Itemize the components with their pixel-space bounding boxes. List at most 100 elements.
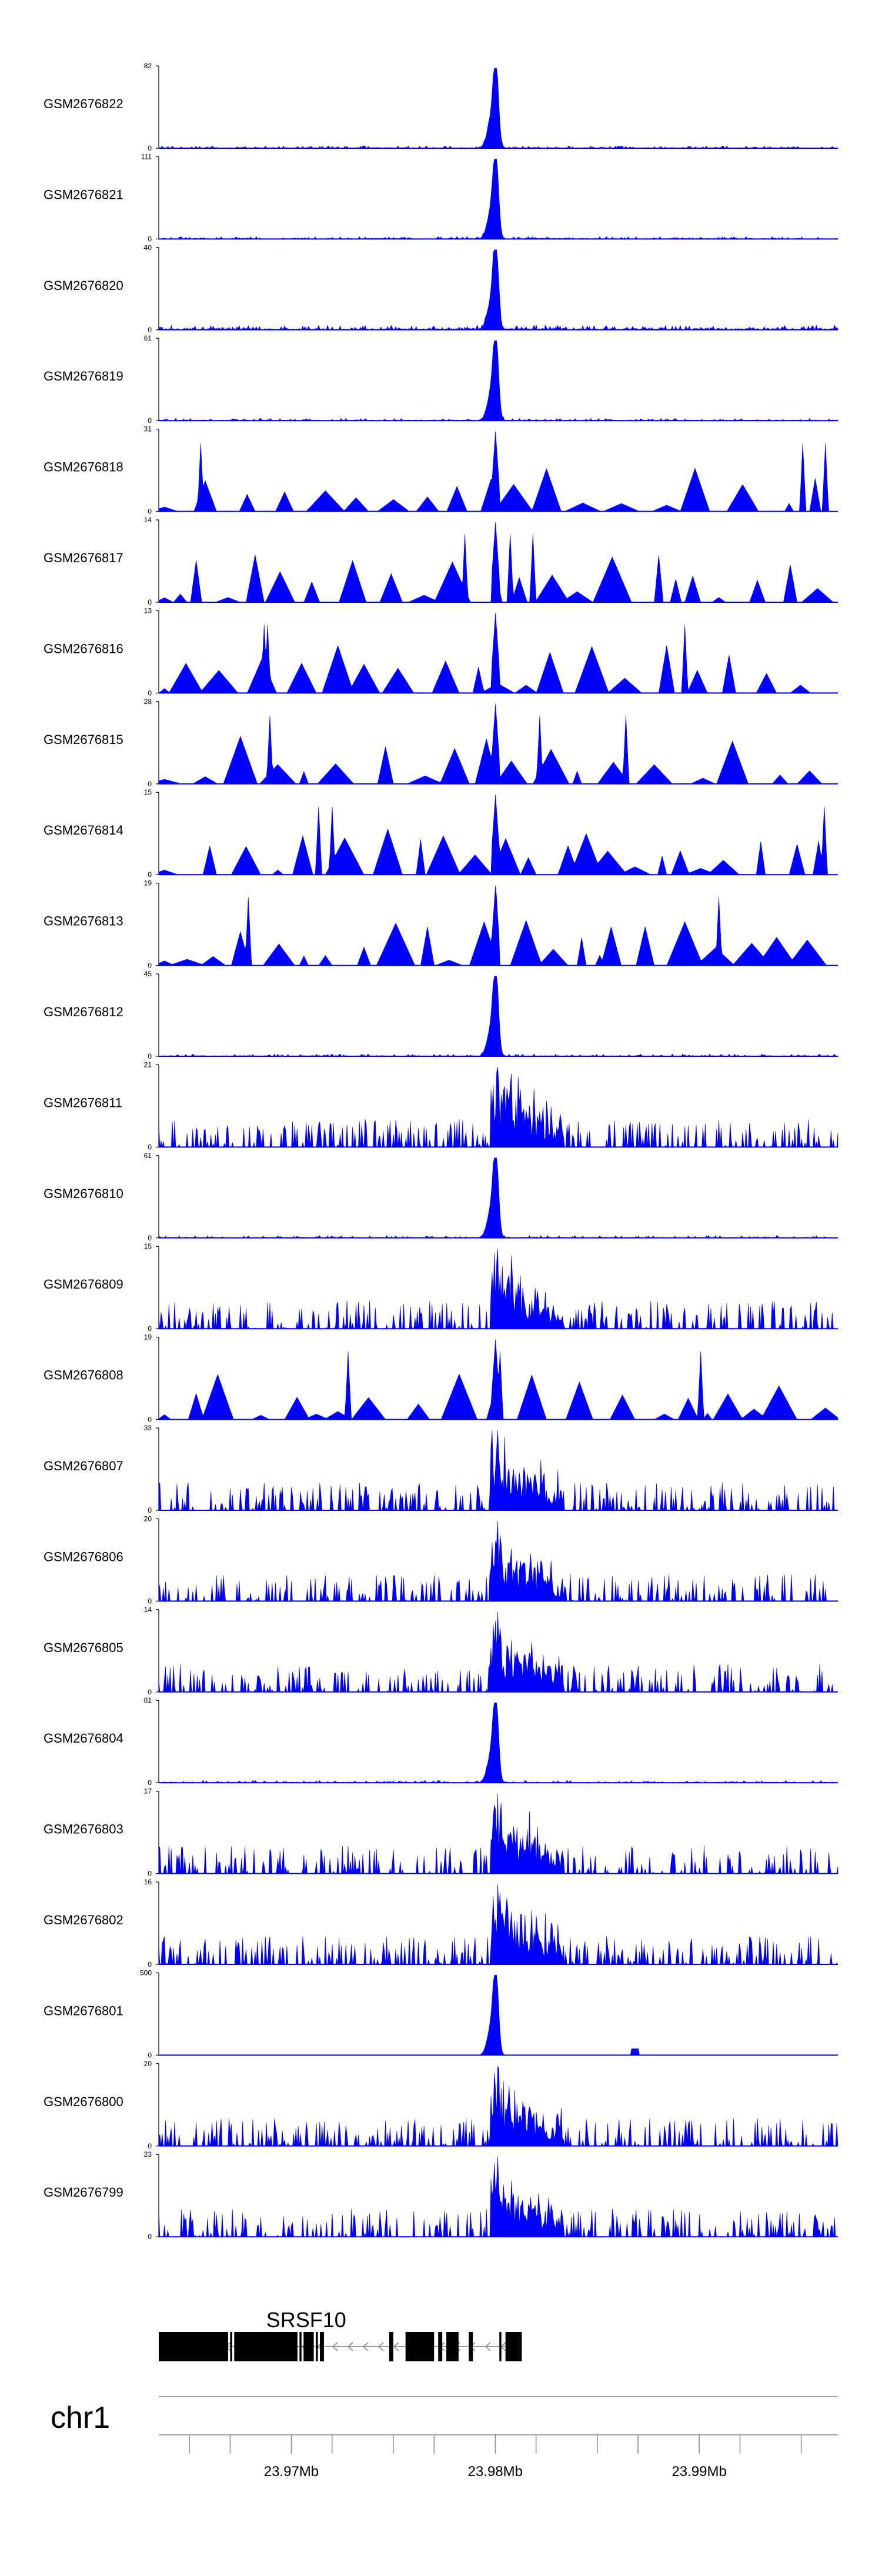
- track-ymin-label: 0: [148, 416, 152, 425]
- track-ymin-label: 0: [148, 2051, 152, 2059]
- track-ymin-label: 0: [148, 1688, 152, 1696]
- track-label: GSM2676805: [44, 1640, 123, 1655]
- gene-exon: [499, 2332, 502, 2361]
- track-ymin-label: 0: [148, 1506, 152, 1514]
- track-ymax-label: 111: [141, 152, 152, 161]
- track-label: GSM2676817: [44, 550, 123, 565]
- track-ymax-label: 33: [144, 1424, 152, 1432]
- gene-name-label: SRSF10: [266, 2308, 346, 2332]
- track-label: GSM2676804: [44, 1731, 123, 1746]
- track-ymin-label: 0: [148, 144, 152, 152]
- track-ymax-label: 82: [144, 62, 152, 70]
- track-GSM2676803: GSM2676803 17 0: [44, 1787, 838, 1878]
- track-GSM2676819: GSM2676819 61 0: [44, 334, 838, 425]
- gene-exon: [389, 2332, 393, 2361]
- track-ymin-label: 0: [148, 870, 152, 879]
- track-ymin-label: 0: [148, 508, 152, 516]
- gene-exon: [446, 2332, 459, 2361]
- track-GSM2676820: GSM2676820 40 0: [44, 243, 838, 334]
- track-ymin-label: 0: [148, 689, 152, 697]
- coverage-area: [158, 885, 838, 966]
- axis-tick-label: 23.98Mb: [468, 2464, 523, 2480]
- track-GSM2676811: GSM2676811 21 0: [44, 1060, 838, 1151]
- track-ymin-label: 0: [148, 962, 152, 970]
- track-label: GSM2676819: [44, 369, 123, 383]
- track-GSM2676816: GSM2676816 13 0: [44, 606, 838, 697]
- track-label: GSM2676802: [44, 1913, 123, 1927]
- track-ymax-label: 21: [144, 1060, 152, 1069]
- track-ymax-label: 45: [144, 970, 152, 978]
- track-GSM2676809: GSM2676809 15 0: [44, 1242, 838, 1333]
- track-label: GSM2676820: [44, 278, 123, 293]
- gene-exon: [303, 2332, 314, 2361]
- track-GSM2676805: GSM2676805 14 0: [44, 1606, 838, 1696]
- track-label: GSM2676800: [44, 2094, 123, 2109]
- track-GSM2676806: GSM2676806 20 0: [44, 1514, 838, 1605]
- strand-arrow: [377, 2342, 384, 2351]
- track-GSM2676812: GSM2676812 45 0: [44, 970, 838, 1060]
- track-ymin-label: 0: [148, 1597, 152, 1605]
- coverage-area: [158, 1430, 838, 1511]
- track-GSM2676817: GSM2676817 14 0: [44, 516, 838, 606]
- track-label: GSM2676814: [44, 823, 123, 837]
- track-label: GSM2676810: [44, 1186, 123, 1201]
- gene-annotation-track: SRSF10: [159, 2308, 522, 2361]
- track-label: GSM2676816: [44, 641, 123, 656]
- gene-exon: [230, 2332, 232, 2361]
- track-GSM2676799: GSM2676799 23 0: [44, 2150, 838, 2241]
- track-ymax-label: 15: [144, 788, 152, 796]
- track-ymin-label: 0: [148, 1960, 152, 1968]
- track-ymin-label: 0: [148, 1234, 152, 1242]
- track-GSM2676802: GSM2676802 16 0: [44, 1878, 838, 1968]
- track-GSM2676800: GSM2676800 20 0: [44, 2060, 838, 2150]
- track-ymax-label: 81: [144, 1696, 152, 1704]
- strand-arrow: [485, 2342, 491, 2351]
- coverage-area: [158, 249, 838, 331]
- track-label: GSM2676801: [44, 2003, 123, 2018]
- strand-arrow: [347, 2342, 353, 2351]
- track-GSM2676821: GSM2676821 111 0: [44, 152, 838, 243]
- coverage-area: [158, 1521, 838, 1602]
- coverage-tracks: GSM2676822820GSM26768211110GSM2676820400…: [44, 62, 838, 2241]
- track-ymin-label: 0: [148, 1052, 152, 1060]
- track-label: GSM2676815: [44, 732, 123, 747]
- gene-exon: [234, 2332, 298, 2361]
- track-ymin-label: 0: [148, 1416, 152, 1424]
- gene-exon: [299, 2332, 302, 2361]
- track-ymin-label: 0: [148, 1143, 152, 1151]
- track-ymax-label: 20: [144, 1514, 152, 1523]
- track-ymax-label: 500: [140, 1968, 152, 1977]
- track-ymax-label: 14: [144, 1606, 152, 1614]
- gene-exon: [405, 2332, 435, 2361]
- track-ymax-label: 40: [144, 243, 152, 252]
- track-ymax-label: 61: [144, 1152, 152, 1160]
- track-GSM2676814: GSM2676814 15 0: [44, 788, 838, 879]
- track-label: GSM2676807: [44, 1459, 123, 1473]
- track-label: GSM2676806: [44, 1549, 123, 1564]
- track-label: GSM2676809: [44, 1277, 123, 1292]
- track-ymin-label: 0: [148, 2142, 152, 2150]
- track-label: GSM2676808: [44, 1368, 123, 1383]
- track-ymin-label: 0: [148, 1778, 152, 1787]
- track-ymax-label: 19: [144, 879, 152, 887]
- track-GSM2676808: GSM2676808 19 0: [44, 1333, 838, 1424]
- chromosome-label: chr1: [51, 2401, 110, 2435]
- gene-exon: [438, 2332, 443, 2361]
- track-GSM2676804: GSM2676804 81 0: [44, 1696, 838, 1787]
- track-ymin-label: 0: [148, 1870, 152, 1878]
- track-ymax-label: 61: [144, 334, 152, 342]
- gene-exon: [469, 2332, 473, 2361]
- gene-exon: [316, 2332, 318, 2361]
- track-label: GSM2676813: [44, 914, 123, 929]
- track-ymin-label: 0: [148, 2233, 152, 2241]
- track-ymin-label: 0: [148, 598, 152, 606]
- track-GSM2676822: GSM2676822 82 0: [44, 62, 838, 152]
- track-ymin-label: 0: [148, 326, 152, 334]
- track-ymax-label: 28: [144, 698, 152, 706]
- axis-tick-label: 23.97Mb: [264, 2464, 319, 2480]
- track-ymax-label: 23: [144, 2150, 152, 2158]
- track-label: GSM2676822: [44, 96, 123, 111]
- track-GSM2676801: GSM2676801 500 0: [44, 1968, 838, 2059]
- track-GSM2676815: GSM2676815 28 0: [44, 698, 838, 788]
